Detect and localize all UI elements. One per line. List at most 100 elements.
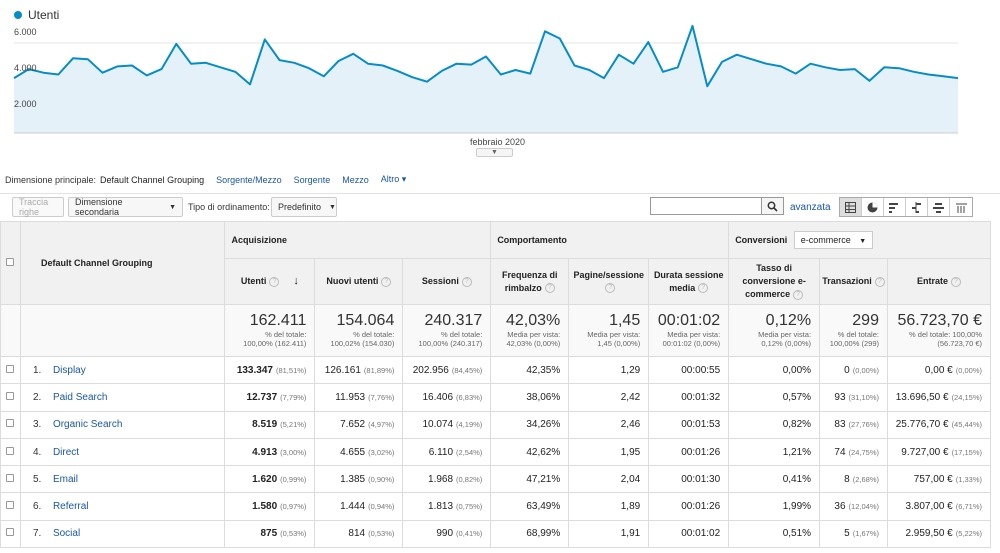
column-header-bounce-rate[interactable]: Frequenza di rimbalzo?: [490, 258, 570, 305]
channel-link[interactable]: Social: [52, 528, 81, 540]
sort-descending-icon[interactable]: ↓: [293, 275, 299, 287]
data-point[interactable]: [396, 69, 400, 73]
help-icon[interactable]: ?: [793, 289, 804, 300]
data-point[interactable]: [484, 55, 488, 59]
column-header-users[interactable]: Utenti? ↓: [224, 258, 316, 305]
data-point[interactable]: [42, 71, 46, 75]
dimension-default-channel-grouping[interactable]: Default Channel Grouping: [100, 174, 205, 185]
data-point[interactable]: [410, 75, 414, 79]
data-point[interactable]: [219, 65, 223, 69]
data-point[interactable]: [130, 64, 134, 68]
term-cloud-view-icon[interactable]: [928, 198, 950, 216]
help-icon[interactable]: ?: [605, 283, 616, 294]
users-line-chart[interactable]: [0, 0, 1000, 160]
pivot-view-icon[interactable]: [950, 198, 972, 216]
data-point[interactable]: [720, 60, 724, 64]
data-point[interactable]: [455, 62, 459, 66]
data-point[interactable]: [823, 65, 827, 69]
data-point[interactable]: [189, 62, 193, 66]
data-point[interactable]: [617, 53, 621, 57]
sort-type-dropdown[interactable]: Predefinito ▼: [271, 197, 337, 217]
channel-link[interactable]: Email: [52, 473, 78, 485]
table-search-input[interactable]: [650, 197, 762, 215]
help-icon[interactable]: ?: [544, 283, 555, 294]
column-header-ecommerce-conversion-rate[interactable]: Tasso di conversione e-commerce?: [728, 258, 821, 305]
data-point[interactable]: [676, 65, 680, 69]
data-point[interactable]: [469, 63, 473, 67]
data-point[interactable]: [381, 64, 385, 68]
data-point[interactable]: [233, 70, 237, 74]
data-point[interactable]: [573, 64, 577, 68]
help-icon[interactable]: ?: [951, 276, 961, 287]
data-point[interactable]: [632, 62, 636, 66]
help-icon[interactable]: ?: [698, 283, 709, 294]
data-point[interactable]: [794, 72, 798, 76]
channel-link[interactable]: Direct: [52, 446, 80, 458]
data-point[interactable]: [882, 65, 886, 69]
data-point[interactable]: [278, 58, 282, 62]
row-checkbox[interactable]: [6, 473, 15, 482]
comparison-view-icon[interactable]: [906, 198, 928, 216]
pie-view-icon[interactable]: [862, 198, 884, 216]
data-point[interactable]: [764, 62, 768, 66]
row-checkbox[interactable]: [6, 419, 15, 428]
advanced-filter-link[interactable]: avanzata: [790, 202, 831, 213]
column-header-sessions[interactable]: Sessioni?: [402, 258, 492, 305]
data-point[interactable]: [927, 73, 931, 77]
data-point[interactable]: [602, 76, 606, 80]
data-point[interactable]: [248, 82, 252, 86]
help-icon[interactable]: ?: [874, 276, 885, 287]
data-point[interactable]: [101, 71, 105, 75]
data-point[interactable]: [838, 68, 842, 72]
data-point[interactable]: [587, 68, 591, 72]
secondary-dimension-dropdown[interactable]: Dimensione secondaria ▼: [68, 197, 183, 217]
table-view-icon[interactable]: [840, 198, 862, 216]
data-point[interactable]: [204, 61, 208, 65]
channel-link[interactable]: Referral: [52, 501, 89, 513]
row-checkbox[interactable]: [6, 446, 15, 455]
data-point[interactable]: [691, 24, 695, 28]
data-point[interactable]: [897, 66, 901, 70]
data-point[interactable]: [750, 57, 754, 61]
data-point[interactable]: [174, 42, 178, 46]
dimension-medium[interactable]: Mezzo: [342, 174, 369, 185]
search-button[interactable]: [762, 197, 784, 215]
help-icon[interactable]: ?: [461, 276, 472, 287]
data-point[interactable]: [307, 66, 311, 70]
data-point[interactable]: [809, 62, 813, 66]
data-point[interactable]: [956, 76, 960, 80]
data-point[interactable]: [86, 57, 90, 61]
chart-expand-button[interactable]: ▼: [476, 148, 513, 157]
column-header-transactions[interactable]: Transazioni?: [819, 258, 888, 305]
data-point[interactable]: [941, 74, 945, 78]
data-point[interactable]: [292, 61, 296, 65]
data-point[interactable]: [115, 64, 119, 68]
data-point[interactable]: [514, 68, 518, 72]
dimension-source-medium[interactable]: Sorgente/Mezzo: [216, 174, 282, 185]
row-checkbox[interactable]: [6, 528, 15, 537]
data-point[interactable]: [145, 73, 149, 77]
plot-rows-button[interactable]: Traccia righe: [12, 197, 64, 217]
data-point[interactable]: [322, 74, 326, 78]
data-point[interactable]: [366, 62, 370, 66]
channel-link[interactable]: Organic Search: [52, 419, 123, 431]
data-point[interactable]: [558, 37, 562, 41]
data-point[interactable]: [853, 67, 857, 71]
data-point[interactable]: [779, 64, 783, 68]
dimension-source[interactable]: Sorgente: [293, 174, 331, 185]
column-header-pages-per-session[interactable]: Pagine/sessione?: [568, 258, 650, 305]
data-point[interactable]: [499, 73, 503, 77]
help-icon[interactable]: ?: [269, 276, 280, 287]
column-header-avg-session-duration[interactable]: Durata sessione media?: [648, 258, 730, 305]
row-checkbox[interactable]: [6, 501, 15, 510]
data-point[interactable]: [543, 29, 547, 33]
data-point[interactable]: [705, 84, 709, 88]
data-point[interactable]: [12, 76, 16, 80]
channel-link[interactable]: Display: [52, 364, 86, 376]
data-point[interactable]: [337, 59, 341, 63]
row-checkbox[interactable]: [6, 391, 15, 400]
data-point[interactable]: [661, 70, 665, 74]
dimension-header[interactable]: Default Channel Grouping: [19, 221, 226, 305]
row-checkbox[interactable]: [6, 364, 15, 373]
performance-view-icon[interactable]: [884, 198, 906, 216]
